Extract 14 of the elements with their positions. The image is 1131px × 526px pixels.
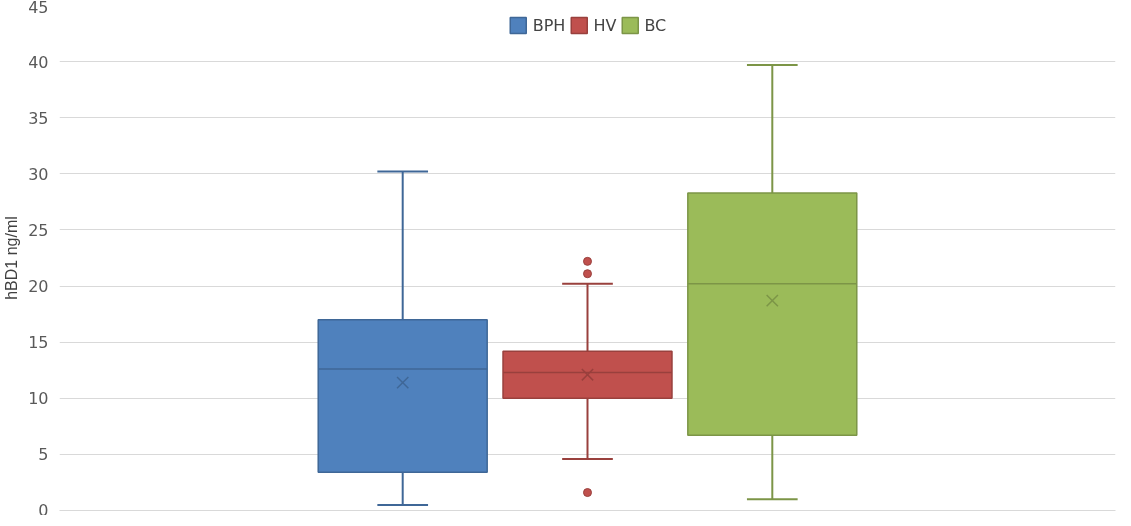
legend-label: BC [644,15,667,35]
y-tick-label: 45 [28,0,49,17]
legend-label: BPH [532,15,566,35]
y-tick-label: 35 [28,108,49,128]
y-tick-label: 30 [28,164,49,184]
legend-label: HV [593,15,617,35]
y-tick-label: 40 [28,52,49,72]
y-tick-label: 20 [28,277,49,297]
y-axis-title: hBD1 ng/ml [3,216,21,300]
y-tick-label: 15 [28,333,49,353]
y-tick-label: 0 [38,500,49,520]
y-tick-label: 10 [28,389,49,409]
y-tick-label: 25 [28,220,49,240]
y-tick-label: 5 [38,445,49,465]
